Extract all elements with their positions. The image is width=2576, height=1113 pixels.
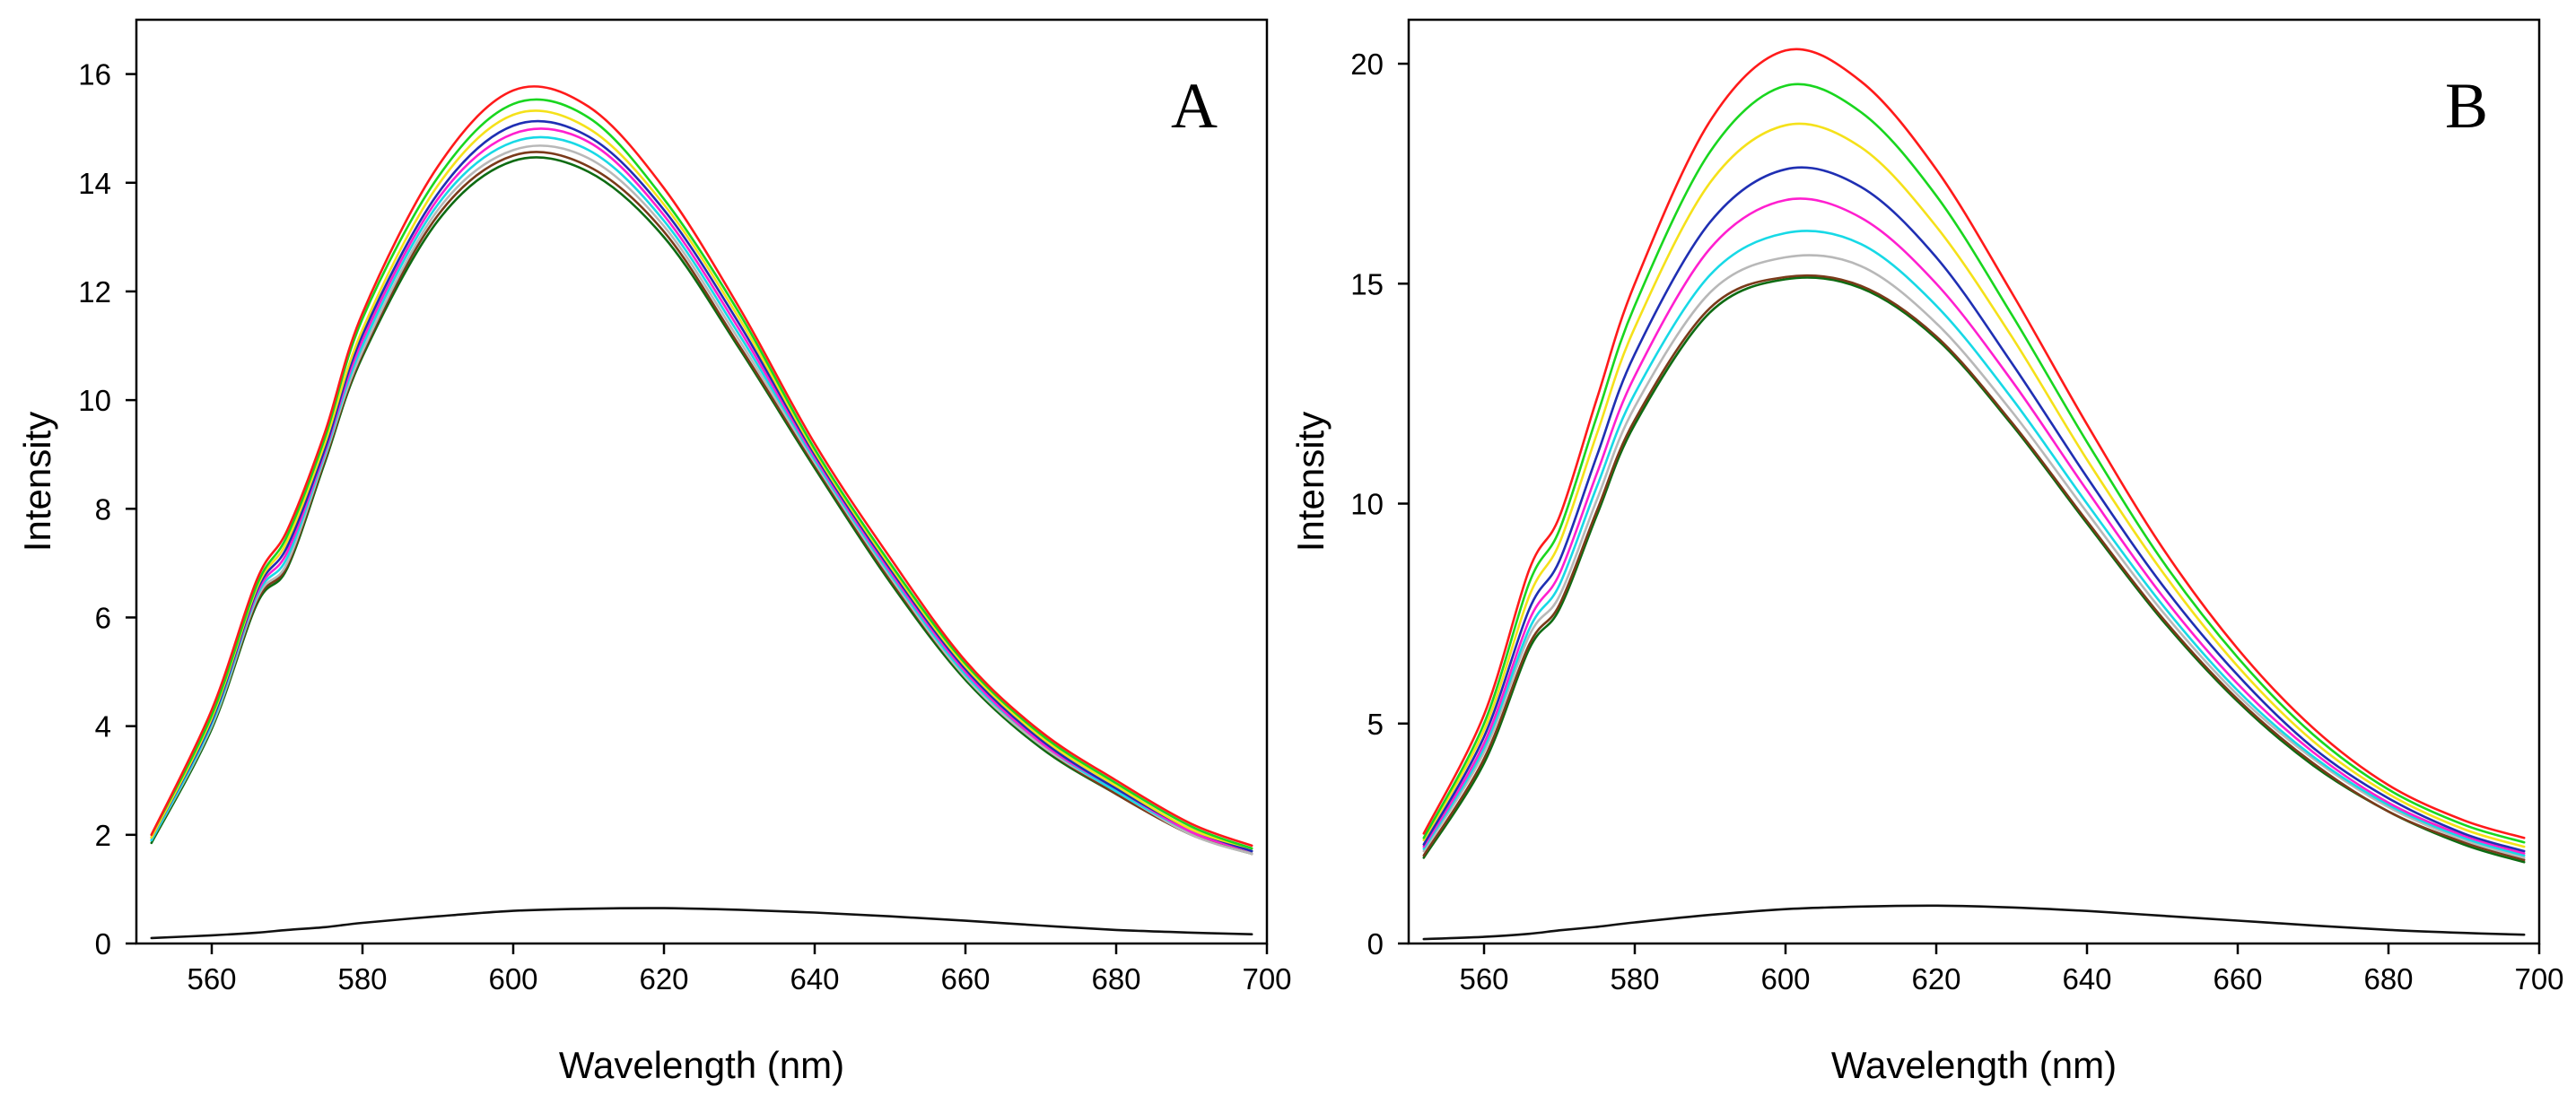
chart-panel-a: 560 580 600 620 640 660 680 700 0 2 4 6 8 10 12 14 16 Wav… xyxy=(16,18,1292,1086)
series-line-green xyxy=(150,98,1253,850)
x-tick-label: 600 xyxy=(1760,962,1810,996)
series-line-black xyxy=(150,907,1253,940)
y-tick-label: 20 xyxy=(1350,48,1384,81)
series-line-magenta xyxy=(1422,197,2526,855)
x-tick-label: 660 xyxy=(940,962,990,996)
series-line-black xyxy=(1422,904,2526,941)
plot-frame xyxy=(135,18,1269,945)
x-axis-title: Wavelength (nm) xyxy=(1831,1044,2117,1086)
x-tick-label: 700 xyxy=(2514,962,2563,996)
x-tick-label: 580 xyxy=(1610,962,1659,996)
panel-label: B xyxy=(2445,70,2488,142)
y-axis-title: Intensity xyxy=(16,412,58,552)
y-tick-label: 15 xyxy=(1350,267,1384,300)
series-line-yellow xyxy=(150,109,1253,850)
series-line-yellow xyxy=(1422,122,2526,848)
series-line-brown xyxy=(1422,274,2526,862)
x-tick-label: 660 xyxy=(2213,962,2262,996)
series-group xyxy=(1422,48,2526,941)
x-tick-label: 680 xyxy=(2363,962,2413,996)
x-tick-label: 700 xyxy=(1242,962,1291,996)
x-tick-label: 640 xyxy=(790,962,839,996)
x-tick-label: 560 xyxy=(1459,962,1508,996)
series-line-dark-green xyxy=(150,156,1253,856)
plot-frame xyxy=(1407,18,2541,945)
y-tick-label: 5 xyxy=(1367,708,1384,741)
y-tick-label: 4 xyxy=(95,710,111,743)
series-line-red xyxy=(150,85,1253,848)
y-axis-title: Intensity xyxy=(1289,412,1332,552)
y-tick-label: 2 xyxy=(95,819,111,852)
y-tick-label: 8 xyxy=(95,492,111,526)
series-group xyxy=(150,85,1253,940)
series-line-cyan xyxy=(1422,230,2526,857)
series-line-red xyxy=(1422,48,2526,839)
series-line-green xyxy=(1422,83,2526,844)
series-line-dark-green xyxy=(1422,276,2526,864)
panel-label: A xyxy=(1171,70,1218,142)
x-tick-label: 600 xyxy=(488,962,537,996)
x-tick-label: 620 xyxy=(639,962,688,996)
y-tick-label: 0 xyxy=(95,927,111,961)
y-tick-label: 14 xyxy=(78,167,111,200)
series-line-gray xyxy=(1422,254,2526,859)
chart-panel-b: 560 580 600 620 640 660 680 700 0 5 10 15 20 Waveleng… xyxy=(1289,18,2564,1086)
y-tick-label: 10 xyxy=(1350,488,1384,521)
series-line-magenta xyxy=(150,127,1253,853)
x-tick-label: 560 xyxy=(187,962,236,996)
y-tick-label: 12 xyxy=(78,275,111,309)
series-line-blue xyxy=(150,119,1253,853)
series-line-gray xyxy=(150,144,1253,856)
y-tick-label: 10 xyxy=(78,384,111,417)
x-tick-label: 680 xyxy=(1091,962,1140,996)
y-tick-label: 6 xyxy=(95,601,111,634)
series-line-blue xyxy=(1422,166,2526,853)
x-tick-label: 580 xyxy=(337,962,387,996)
x-axis-title: Wavelength (nm) xyxy=(559,1044,844,1086)
y-tick-label: 16 xyxy=(78,58,111,91)
x-tick-label: 620 xyxy=(1911,962,1960,996)
y-tick-label: 0 xyxy=(1367,927,1384,961)
x-tick-label: 640 xyxy=(2062,962,2111,996)
